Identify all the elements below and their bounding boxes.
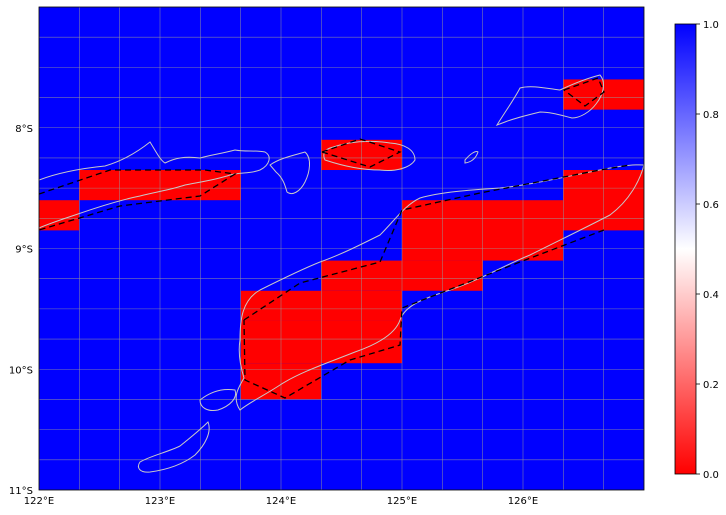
x-axis: 122°E 123°E 124°E 125°E 126°E <box>24 496 538 507</box>
x-tick-label-123e: 123°E <box>145 496 175 507</box>
coastlines <box>39 74 644 473</box>
colorbar-tick-label-0-2: 0.2 <box>703 380 719 391</box>
colorbar-gradient <box>674 23 697 475</box>
outline-timor <box>243 164 631 399</box>
x-tick-label-125e: 125°E <box>387 496 417 507</box>
coastline-rote <box>199 389 237 411</box>
coastline-atauro <box>464 151 479 164</box>
coastline-lembata <box>269 151 310 195</box>
colorbar-tick-label-0-0: 0.0 <box>703 470 719 481</box>
y-axis: 8°S 9°S 10°S 11°S <box>9 124 33 497</box>
x-tick-label-126e: 126°E <box>508 496 538 507</box>
outline-pantar <box>319 138 402 168</box>
outline-wetar-east <box>562 77 605 107</box>
y-tick-label-9s: 9°S <box>15 245 33 256</box>
outline-flores-strip <box>39 169 237 231</box>
y-tick-label-11s: 11°S <box>9 486 33 497</box>
colorbar-tick-marks <box>696 23 700 475</box>
colorbar-tick-label-1-0: 1.0 <box>703 20 719 31</box>
x-tick-label-122e: 122°E <box>24 496 54 507</box>
coastline-wetar <box>495 74 604 126</box>
coastline-timor <box>235 164 644 411</box>
colorbar-tick-label-0-4: 0.4 <box>703 290 719 301</box>
coastline-pantar <box>323 140 416 171</box>
x-tick-label-124e: 124°E <box>266 496 296 507</box>
map-frame <box>38 6 645 491</box>
coastline-flores-alor <box>39 141 270 229</box>
colorbar-tick-label-0-8: 0.8 <box>703 110 719 121</box>
colorbar: 0.0 0.2 0.4 0.6 0.8 1.0 <box>674 20 719 481</box>
coastline-sawu <box>137 421 210 473</box>
colorbar-tick-label-0-6: 0.6 <box>703 200 719 211</box>
region-outlines <box>39 77 631 399</box>
y-tick-label-8s: 8°S <box>15 124 33 135</box>
y-tick-label-10s: 10°S <box>9 365 33 376</box>
map-panel <box>38 6 645 491</box>
